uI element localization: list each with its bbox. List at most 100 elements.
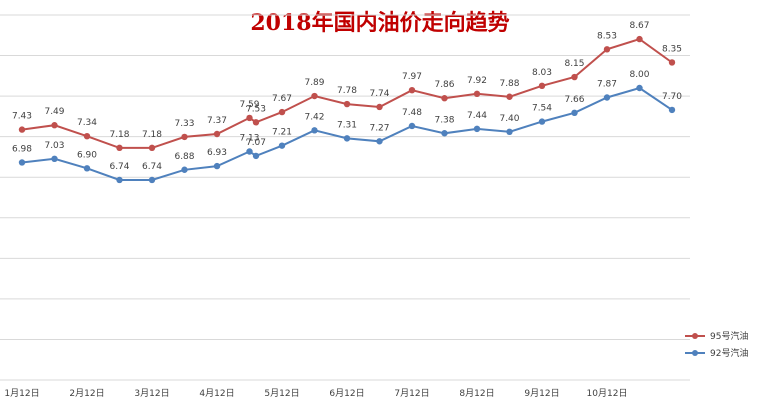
data-label: 8.00: [629, 70, 649, 80]
data-point: [603, 94, 611, 101]
data-label: 7.18: [142, 130, 162, 140]
data-label: 7.78: [337, 86, 357, 96]
data-label: 6.90: [77, 150, 97, 160]
series-1: 7.43 7.49 7.34 7.18 7.18 7.33 7.37 7.597.53 7.67…: [12, 21, 682, 152]
data-point: [148, 144, 156, 152]
data-label: 7.34: [77, 118, 97, 128]
data-label: 8.53: [597, 31, 617, 41]
data-point: [441, 95, 448, 102]
series-line: [21, 37, 673, 149]
data-label: 7.37: [207, 116, 227, 126]
data-label: 7.18: [109, 130, 129, 140]
legend-label: 92号汽油: [710, 347, 748, 359]
data-label: 7.53: [246, 104, 266, 114]
x-tick-label: 4月12日: [199, 388, 234, 399]
series-2: 6.98 7.03 6.90 6.74 6.74 6.88 6.93 7.137.07 7.21…: [12, 70, 682, 184]
data-label: 8.03: [532, 68, 552, 78]
data-point: [51, 122, 58, 129]
data-label: 7.31: [337, 120, 357, 130]
data-point: [51, 155, 58, 163]
data-point: [538, 82, 546, 90]
data-point: [246, 114, 253, 122]
data-point: [181, 133, 188, 141]
data-label: 7.89: [304, 78, 324, 88]
data-label: 7.48: [402, 108, 422, 118]
legend-swatch-marker: [692, 333, 698, 339]
data-label: 7.66: [564, 95, 584, 105]
data-point: [343, 100, 351, 108]
data-point: [246, 148, 253, 155]
data-point: [668, 59, 676, 66]
data-point: [636, 84, 643, 92]
data-point: [278, 108, 286, 116]
data-point: [278, 142, 286, 149]
data-label: 8.35: [662, 44, 682, 54]
data-point: [252, 152, 260, 160]
x-axis: 1月12日 2月12日 3月12日 4月12日 5月12日 6月12日 7月12日 8月12日…: [4, 388, 627, 399]
data-point: [571, 109, 578, 117]
data-label: 7.03: [44, 141, 64, 151]
data-point: [116, 176, 123, 184]
data-label: 7.42: [304, 112, 324, 122]
gridlines: [0, 14, 690, 381]
data-point: [213, 130, 221, 138]
data-label: 7.92: [467, 76, 487, 86]
data-point: [343, 135, 351, 142]
data-point: [571, 73, 578, 81]
data-point: [148, 176, 156, 184]
data-label: 7.13: [239, 134, 259, 144]
data-point: [506, 128, 513, 135]
x-tick-label: 3月12日: [134, 388, 169, 399]
data-point: [18, 159, 26, 166]
data-point: [636, 35, 643, 43]
data-point: [408, 86, 416, 94]
data-label: 7.21: [272, 128, 292, 138]
data-point: [538, 118, 546, 125]
x-tick-label: 1月12日: [4, 388, 39, 399]
chart-title: 2018年国内油价走向趋势: [250, 10, 509, 36]
data-point: [668, 106, 676, 114]
x-tick-label: 2月12日: [69, 388, 104, 399]
data-point: [18, 126, 26, 133]
data-point: [506, 93, 513, 100]
data-label: 7.87: [597, 79, 617, 89]
data-point: [473, 125, 481, 133]
data-label: 7.07: [246, 138, 266, 148]
data-label: 7.88: [499, 79, 519, 89]
x-tick-label: 5月12日: [264, 388, 299, 399]
data-label: 6.93: [207, 148, 227, 158]
data-label: 6.98: [12, 144, 32, 154]
data-label: 6.74: [109, 162, 129, 172]
data-label: 7.97: [402, 72, 422, 82]
data-label: 7.59: [239, 100, 259, 110]
data-point: [83, 165, 91, 172]
x-tick-label: 6月12日: [329, 388, 364, 399]
data-label: 7.74: [369, 89, 389, 99]
data-label: 6.88: [174, 152, 194, 162]
series-line: [21, 86, 673, 181]
data-point: [603, 46, 611, 53]
data-label: 8.67: [629, 21, 649, 31]
data-point: [376, 138, 383, 145]
data-label: 7.54: [532, 104, 552, 114]
data-point: [252, 119, 260, 126]
data-point: [83, 132, 91, 140]
data-point: [311, 92, 318, 100]
data-label: 7.67: [272, 94, 292, 104]
data-label: 7.33: [174, 119, 194, 129]
data-label: 7.27: [369, 123, 389, 133]
data-label: 6.74: [142, 162, 162, 172]
data-point: [213, 162, 221, 170]
legend: 95号汽油 92号汽油: [685, 330, 748, 359]
data-point: [441, 130, 448, 137]
series-layer: 7.43 7.49 7.34 7.18 7.18 7.33 7.37 7.597.53 7.67…: [12, 21, 682, 184]
data-label: 7.40: [499, 114, 519, 124]
data-label: 7.49: [44, 107, 64, 117]
data-point: [116, 144, 123, 152]
legend-label: 95号汽油: [710, 330, 748, 342]
data-label: 7.86: [434, 80, 454, 90]
data-point: [408, 122, 416, 130]
x-tick-label: 7月12日: [394, 388, 429, 399]
